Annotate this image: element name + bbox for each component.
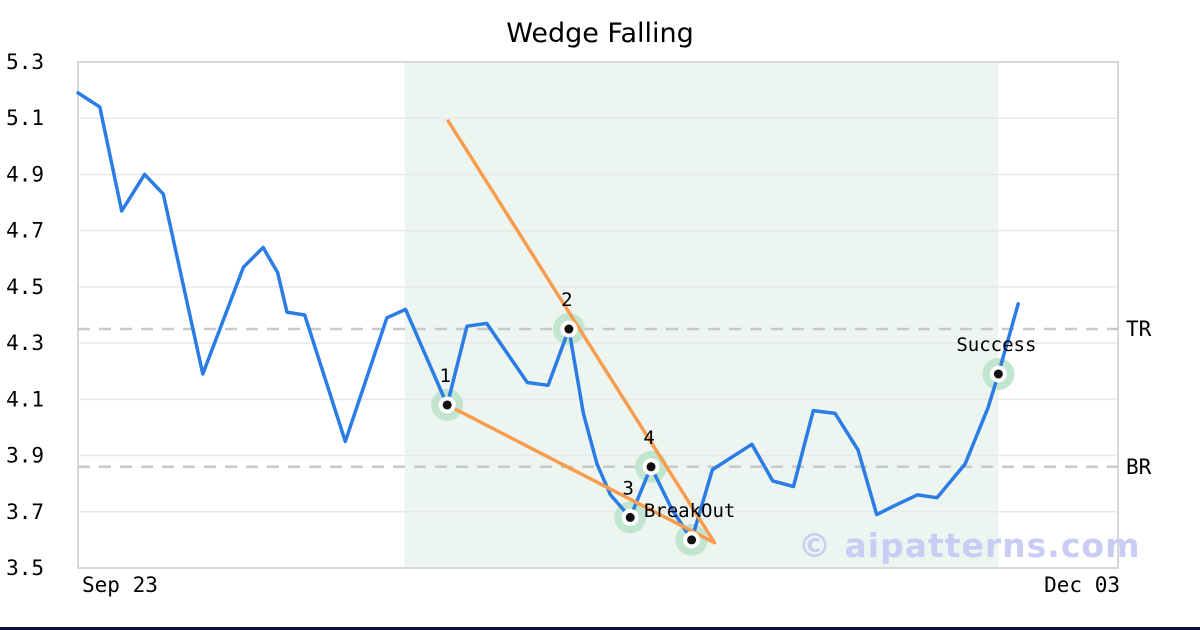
y-tick-label: 4.5	[6, 275, 44, 299]
point-label-4: 4	[643, 427, 654, 449]
y-tick-label: 4.1	[6, 387, 44, 411]
plot-border	[77, 61, 1119, 569]
y-tick-label: 3.5	[6, 556, 44, 580]
x-tick-label-end: Dec 03	[1044, 573, 1120, 597]
level-label-br: BR	[1126, 455, 1152, 479]
point-label-breakout: BreakOut	[644, 500, 736, 522]
point-label-success: Success	[956, 334, 1036, 356]
marker-dot	[442, 400, 452, 410]
marker-dot	[625, 512, 635, 522]
marker-dot	[993, 369, 1003, 379]
point-label-3: 3	[623, 477, 634, 499]
x-tick-label-start: Sep 23	[82, 573, 158, 597]
pattern-zone	[404, 62, 999, 568]
upper-wedge-line	[446, 119, 717, 545]
bottom-accent-bar	[0, 627, 1200, 630]
y-tick-label: 5.1	[6, 106, 44, 130]
y-tick-label: 3.9	[6, 444, 44, 468]
marker-dot	[646, 462, 656, 472]
chart-title: Wedge Falling	[506, 18, 694, 49]
lower-wedge-line	[445, 403, 717, 545]
price-line	[76, 91, 1020, 542]
y-tick-label: 3.7	[6, 500, 44, 524]
y-tick-label: 4.3	[6, 331, 44, 355]
marker-dot	[687, 535, 697, 545]
y-tick-label: 4.9	[6, 162, 44, 186]
marker-dot	[564, 324, 574, 334]
y-tick-label: 5.3	[6, 50, 44, 74]
point-label-2: 2	[561, 289, 572, 311]
y-tick-label: 4.7	[6, 219, 44, 243]
level-label-tr: TR	[1126, 317, 1152, 341]
point-label-1: 1	[439, 365, 450, 387]
